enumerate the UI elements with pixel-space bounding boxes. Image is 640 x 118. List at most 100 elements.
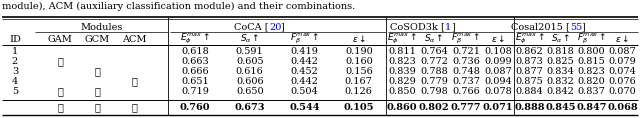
Text: 2: 2 — [12, 57, 18, 67]
Text: $E_{\phi}^{max}$$\uparrow$: $E_{\phi}^{max}$$\uparrow$ — [180, 32, 210, 46]
Text: 0.818: 0.818 — [547, 48, 574, 57]
Text: 0.800: 0.800 — [578, 48, 605, 57]
Text: 0.605: 0.605 — [236, 57, 264, 67]
Text: ✓: ✓ — [94, 103, 100, 112]
Text: 0.825: 0.825 — [547, 57, 574, 67]
Text: 0.845: 0.845 — [545, 103, 576, 112]
Text: module), ACM (auxiliary classification module) and their combinations.: module), ACM (auxiliary classification m… — [2, 1, 355, 11]
Text: 0.070: 0.070 — [609, 88, 636, 97]
Text: 0.504: 0.504 — [291, 88, 318, 97]
Text: CoCA [: CoCA [ — [234, 23, 269, 32]
Text: 0.888: 0.888 — [515, 103, 545, 112]
Text: $E_{\phi}^{max}$$\uparrow$: $E_{\phi}^{max}$$\uparrow$ — [515, 32, 545, 46]
Text: $F_{\beta}^{max}$$\uparrow$: $F_{\beta}^{max}$$\uparrow$ — [577, 32, 606, 46]
Text: 0.748: 0.748 — [452, 67, 480, 76]
Text: 0.760: 0.760 — [180, 103, 211, 112]
Text: 0.591: 0.591 — [236, 48, 264, 57]
Text: 0.087: 0.087 — [609, 48, 636, 57]
Text: 0.442: 0.442 — [291, 57, 318, 67]
Text: 0.815: 0.815 — [578, 57, 605, 67]
Text: 0.788: 0.788 — [420, 67, 448, 76]
Text: ✓: ✓ — [131, 78, 137, 86]
Text: ✓: ✓ — [57, 88, 63, 97]
Text: 0.666: 0.666 — [181, 67, 209, 76]
Text: 0.068: 0.068 — [607, 103, 638, 112]
Text: 0.079: 0.079 — [609, 57, 636, 67]
Text: 0.719: 0.719 — [181, 88, 209, 97]
Text: 0.847: 0.847 — [576, 103, 607, 112]
Text: 0.190: 0.190 — [345, 48, 372, 57]
Text: GCM: GCM — [84, 34, 109, 44]
Text: 0.802: 0.802 — [419, 103, 449, 112]
Text: ✓: ✓ — [94, 88, 100, 97]
Text: 0.823: 0.823 — [388, 57, 416, 67]
Text: $F_{\beta}^{max}$$\uparrow$: $F_{\beta}^{max}$$\uparrow$ — [290, 32, 319, 46]
Text: 0.736: 0.736 — [452, 57, 480, 67]
Text: 0.108: 0.108 — [484, 48, 512, 57]
Text: 0.884: 0.884 — [516, 88, 543, 97]
Text: 0.777: 0.777 — [451, 103, 481, 112]
Text: 55: 55 — [570, 23, 582, 32]
Text: 0.766: 0.766 — [452, 88, 480, 97]
Text: 3: 3 — [12, 67, 18, 76]
Text: 5: 5 — [12, 88, 18, 97]
Text: 0.663: 0.663 — [181, 57, 209, 67]
Text: $\epsilon$$\downarrow$: $\epsilon$$\downarrow$ — [491, 34, 505, 44]
Text: 0.452: 0.452 — [291, 67, 318, 76]
Text: 0.834: 0.834 — [547, 67, 575, 76]
Text: 0.673: 0.673 — [234, 103, 265, 112]
Text: 0.419: 0.419 — [291, 48, 318, 57]
Text: CoSOD3k [: CoSOD3k [ — [390, 23, 445, 32]
Text: 0.094: 0.094 — [484, 78, 512, 86]
Text: 0.105: 0.105 — [344, 103, 374, 112]
Text: ✓: ✓ — [57, 57, 63, 67]
Text: 0.862: 0.862 — [516, 48, 543, 57]
Text: 0.798: 0.798 — [420, 88, 448, 97]
Text: 0.126: 0.126 — [345, 88, 372, 97]
Text: 0.860: 0.860 — [387, 103, 417, 112]
Text: 0.875: 0.875 — [516, 78, 543, 86]
Text: 0.873: 0.873 — [516, 57, 543, 67]
Text: 0.837: 0.837 — [577, 88, 605, 97]
Text: ]: ] — [451, 23, 455, 32]
Text: 0.078: 0.078 — [484, 88, 512, 97]
Text: $S_{\alpha}$$\uparrow$: $S_{\alpha}$$\uparrow$ — [240, 33, 260, 45]
Text: 1: 1 — [445, 23, 451, 32]
Text: 0.618: 0.618 — [181, 48, 209, 57]
Text: 0.544: 0.544 — [289, 103, 319, 112]
Text: GAM: GAM — [47, 34, 72, 44]
Text: 0.087: 0.087 — [484, 67, 512, 76]
Text: ACM: ACM — [122, 34, 147, 44]
Text: 0.076: 0.076 — [609, 78, 636, 86]
Text: 0.772: 0.772 — [420, 57, 448, 67]
Text: 0.606: 0.606 — [236, 78, 264, 86]
Text: 0.074: 0.074 — [609, 67, 636, 76]
Text: 0.167: 0.167 — [345, 78, 372, 86]
Text: $S_{\alpha}$$\uparrow$: $S_{\alpha}$$\uparrow$ — [551, 33, 570, 45]
Text: 0.850: 0.850 — [388, 88, 416, 97]
Text: ✓: ✓ — [94, 67, 100, 76]
Text: 0.737: 0.737 — [452, 78, 480, 86]
Text: 0.832: 0.832 — [547, 78, 575, 86]
Text: 4: 4 — [12, 78, 18, 86]
Text: 0.764: 0.764 — [420, 48, 448, 57]
Text: 0.823: 0.823 — [577, 67, 605, 76]
Text: 0.651: 0.651 — [181, 78, 209, 86]
Text: $\epsilon$$\downarrow$: $\epsilon$$\downarrow$ — [351, 34, 366, 44]
Text: 0.721: 0.721 — [452, 48, 480, 57]
Text: 0.811: 0.811 — [388, 48, 416, 57]
Text: 0.842: 0.842 — [547, 88, 575, 97]
Text: 0.442: 0.442 — [291, 78, 318, 86]
Text: ]: ] — [280, 23, 284, 32]
Text: 0.156: 0.156 — [345, 67, 372, 76]
Text: $E_{\phi}^{max}$$\uparrow$: $E_{\phi}^{max}$$\uparrow$ — [387, 32, 417, 46]
Text: $S_{\alpha}$$\uparrow$: $S_{\alpha}$$\uparrow$ — [424, 33, 444, 45]
Text: Cosal2015 [: Cosal2015 [ — [511, 23, 570, 32]
Text: 1: 1 — [12, 48, 18, 57]
Text: ]: ] — [581, 23, 585, 32]
Text: Modules: Modules — [80, 23, 123, 32]
Text: 0.160: 0.160 — [345, 57, 372, 67]
Text: 0.779: 0.779 — [420, 78, 448, 86]
Text: 20: 20 — [269, 23, 282, 32]
Text: 0.877: 0.877 — [516, 67, 543, 76]
